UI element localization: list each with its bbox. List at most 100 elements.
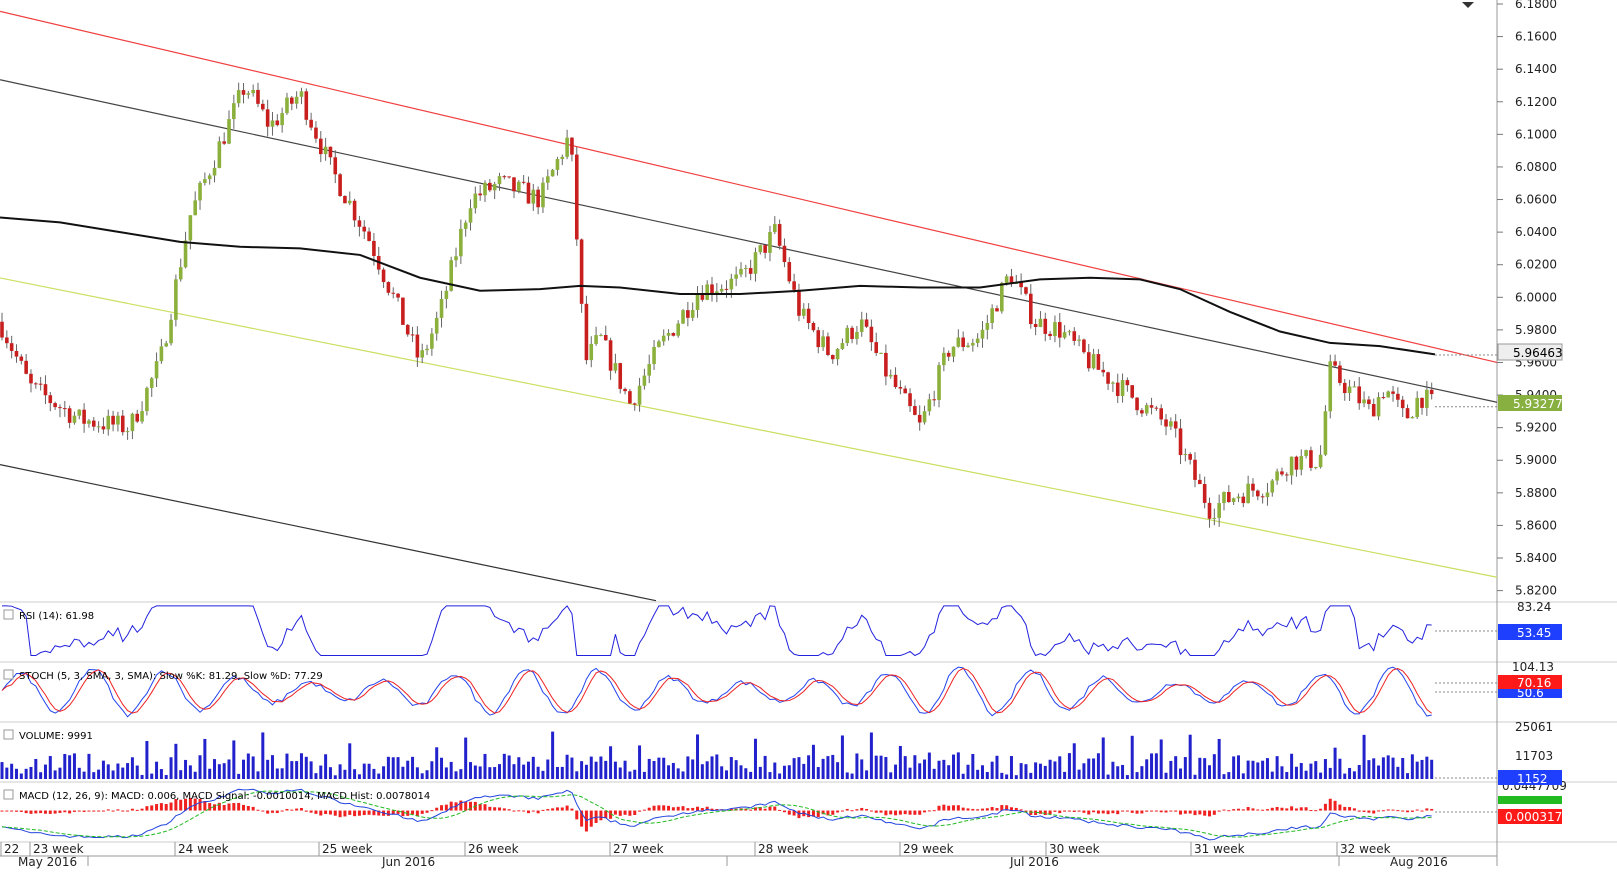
volume-bar (227, 759, 231, 779)
volume-bar (1135, 772, 1139, 779)
candle-body (439, 299, 444, 318)
macd-hist-bar (947, 805, 951, 811)
candle-body (159, 346, 164, 362)
macd-hist-bar (889, 810, 893, 815)
volume-bar (459, 769, 463, 779)
macd-hist-bar (1381, 810, 1385, 812)
volume-bar (1164, 772, 1168, 779)
macd-hist-bar (58, 810, 62, 813)
price-tick-label: 6.1400 (1515, 62, 1557, 76)
macd-hist-bar (749, 809, 753, 811)
price-tick-label: 6.1000 (1515, 127, 1557, 141)
volume-label: VOLUME: 9991 (19, 731, 93, 742)
volume-bar (1019, 763, 1023, 779)
candle-body (164, 343, 169, 347)
macd-hist-bar (536, 810, 540, 814)
candle-body (58, 407, 62, 409)
candle-body (343, 196, 347, 204)
macd-hist-bar (753, 807, 757, 811)
volume-bar (1203, 758, 1207, 779)
macd-hist-bar (1024, 810, 1028, 812)
macd-hist-bar (696, 806, 700, 811)
macd-hist-bar (415, 810, 419, 817)
volume-bar (831, 754, 835, 779)
volume-bar (1333, 747, 1337, 779)
candle-body (724, 288, 729, 290)
macd-hist-bar (623, 810, 627, 815)
candle-body (739, 268, 743, 275)
candle-body (681, 310, 685, 324)
volume-bar (932, 768, 936, 779)
macd-hist-bar (1116, 810, 1120, 815)
volume-bar (1401, 757, 1405, 779)
macd-hist-bar (1154, 810, 1158, 812)
macd-hist-bar (43, 810, 47, 814)
volume-bar (565, 754, 569, 779)
candle-body (1227, 492, 1231, 503)
stoch-label: STOCH (5, 3, SMA, 3, SMA): Slow %K: 81.2… (19, 671, 323, 682)
candle-body (855, 331, 859, 339)
volume-bar (710, 756, 714, 779)
candle-body (1381, 397, 1386, 399)
candle-body (966, 345, 970, 348)
macd-hist-bar (821, 810, 825, 815)
macd-hist-bar (927, 810, 931, 812)
volume-bar (807, 755, 811, 779)
macd-signal-line (1, 790, 1432, 838)
checkbox-x-icon[interactable] (3, 729, 14, 740)
macd-hist-bar (507, 809, 511, 811)
volume-bar (923, 759, 927, 779)
volume-bar (1179, 768, 1183, 779)
volume-bar (82, 771, 86, 779)
macd-hist-bar (966, 808, 970, 811)
macd-hist-bar (401, 810, 405, 817)
volume-bar (1087, 758, 1091, 779)
candle-body (517, 181, 521, 192)
candle-body (874, 342, 879, 353)
macd-hist-bar (1246, 807, 1250, 811)
candle-body (1144, 405, 1149, 414)
stoch-k-tag: 70.16 (1498, 675, 1562, 690)
volume-bar (92, 772, 96, 779)
candle-body (845, 327, 850, 344)
volume-bar (39, 772, 43, 779)
volume-bar (1058, 756, 1062, 779)
macd-label: MACD (12, 26, 9): MACD: 0.006, MACD Sign… (19, 791, 430, 802)
candle-body (1130, 385, 1135, 398)
candle-body (744, 268, 748, 270)
volume-bar (1338, 758, 1342, 779)
candle-body (637, 385, 642, 405)
rsi-line (2, 605, 1432, 657)
volume-bar (1386, 755, 1390, 779)
macd-hist-bar (1348, 807, 1352, 811)
candle-body (454, 256, 458, 261)
volume-bar (0, 762, 4, 779)
candle-body (840, 343, 845, 349)
month-label: Aug 2016 (1390, 855, 1448, 869)
checkbox-x-icon[interactable] (3, 789, 14, 800)
volume-bar (1014, 775, 1018, 779)
macd-hist-bar (1227, 810, 1231, 812)
volume-bar (232, 740, 236, 779)
macd-hist-bar (459, 800, 463, 811)
volume-bar (391, 757, 395, 779)
macd-hist-bar (246, 806, 250, 811)
volume-bar (430, 761, 434, 779)
candle-body (932, 399, 936, 401)
volume-bar (242, 759, 245, 779)
checkbox-x-icon[interactable] (3, 669, 14, 680)
candle-body (227, 119, 231, 144)
volume-bar (10, 763, 14, 779)
volume-bar (48, 756, 52, 779)
volume-bar (111, 770, 115, 779)
volume-bar (502, 753, 506, 779)
checkbox-x-icon[interactable] (3, 609, 14, 620)
volume-bar (725, 770, 728, 779)
macd-hist-bar (97, 810, 101, 812)
macd-hist-bar (575, 810, 579, 820)
candle-body (91, 420, 96, 427)
volume-bar (295, 761, 299, 779)
dropdown-arrow-icon[interactable] (1462, 2, 1474, 8)
candle-body (357, 220, 362, 227)
volume-bar (77, 767, 81, 779)
